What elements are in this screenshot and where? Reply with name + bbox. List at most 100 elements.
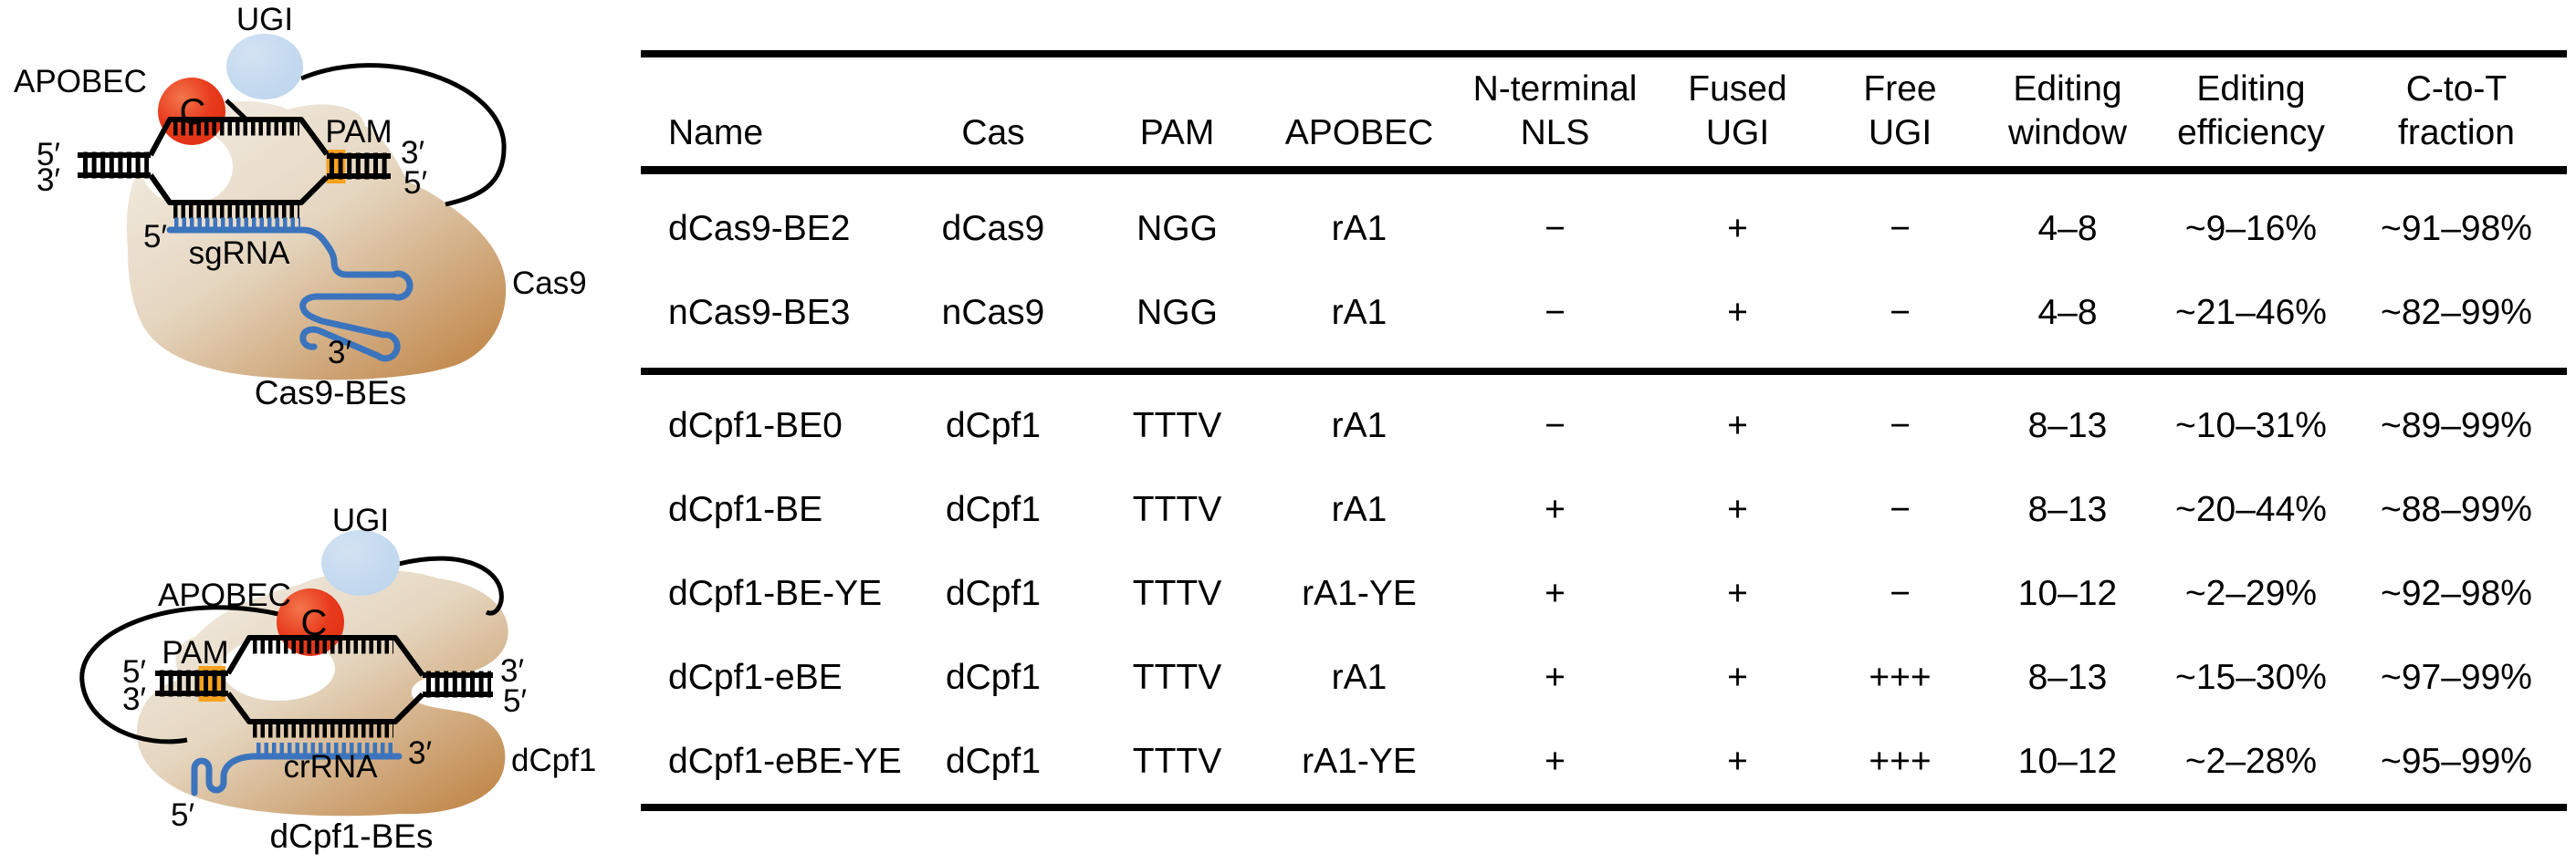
crrna-label: crRNA xyxy=(283,749,378,785)
pam-label: PAM xyxy=(162,635,228,671)
cell-apobec: rA1 xyxy=(1331,658,1387,697)
cell-nls: − xyxy=(1545,293,1565,332)
diagram-caption: dCpf1-BEs xyxy=(270,817,434,855)
table-header-row: Name Cas PAM APOBEC N-terminal NLS Fused… xyxy=(641,57,2567,166)
table-row: dCas9-BE2 dCas9 NGG rA1 − + − 4–8 ~9–16%… xyxy=(641,187,2567,271)
cas9-diagram: UGI APOBEC C PAM 5′ 3′ 3′ 5′ 5′ sgRNA 3′… xyxy=(14,2,587,411)
cell-fused-ugi: + xyxy=(1727,658,1748,697)
table-row: dCpf1-BE-YE dCpf1 TTTV rA1-YE + + − 10–1… xyxy=(641,552,2567,636)
cell-pam: TTTV xyxy=(1132,742,1222,781)
cell-free-ugi: − xyxy=(1890,490,1911,529)
cell-fused-ugi: + xyxy=(1727,742,1748,781)
diagram-panel: UGI APOBEC C PAM 5′ 3′ 3′ 5′ 5′ sgRNA 3′… xyxy=(14,2,596,855)
ugi-ellipse xyxy=(226,34,303,99)
cell-fraction: ~91–98% xyxy=(2381,209,2532,248)
column-header-apobec: APOBEC xyxy=(1262,57,1456,166)
column-header-efficiency: Editing efficiency xyxy=(2156,57,2346,166)
cell-apobec: rA1 xyxy=(1331,490,1387,529)
column-header-fraction: C-to-T fraction xyxy=(2346,57,2567,166)
dna-right-bottom-label: 5′ xyxy=(503,683,527,719)
cell-nls: + xyxy=(1545,574,1565,613)
cell-cas: dCas9 xyxy=(941,209,1045,248)
column-header-cas: Cas xyxy=(895,57,1092,166)
dna-left-top-label: 5′ xyxy=(37,137,60,172)
cell-fraction: ~97–99% xyxy=(2381,658,2532,697)
cytosine-label: C xyxy=(180,92,206,132)
cell-cas: dCpf1 xyxy=(945,742,1042,781)
apobec-label: APOBEC xyxy=(158,578,291,613)
column-header-pam: PAM xyxy=(1092,57,1262,166)
cell-free-ugi: +++ xyxy=(1869,742,1932,781)
sgrna-strand xyxy=(166,217,414,362)
column-header-line2: fraction xyxy=(2398,113,2515,152)
apobec-label: APOBEC xyxy=(14,64,147,99)
column-header-line2: UGI xyxy=(1868,113,1932,152)
cell-efficiency: ~15–30% xyxy=(2175,658,2327,697)
cell-free-ugi: − xyxy=(1890,209,1911,248)
column-header-line1: C-to-T xyxy=(2405,69,2508,109)
cell-cas: nCas9 xyxy=(941,293,1045,332)
column-header-line1: Editing xyxy=(2013,69,2122,109)
cell-name: dCas9-BE2 xyxy=(668,209,851,248)
cell-fraction: ~95–99% xyxy=(2381,742,2532,781)
table-rule-header xyxy=(641,166,2567,174)
column-header-line2: NLS xyxy=(1520,113,1590,152)
column-header-line2: PAM xyxy=(1139,113,1215,152)
cell-apobec: rA1 xyxy=(1331,209,1387,248)
cell-free-ugi: − xyxy=(1890,293,1911,332)
column-header-line1: Free xyxy=(1863,69,1937,109)
table-row: dCpf1-BE0 dCpf1 TTTV rA1 − + − 8–13 ~10–… xyxy=(641,384,2567,468)
table-row: dCpf1-BE dCpf1 TTTV rA1 + + − 8–13 ~20–4… xyxy=(641,468,2567,552)
cell-pam: NGG xyxy=(1136,209,1218,248)
dna-right-top-label: 3′ xyxy=(401,135,424,171)
cell-nls: + xyxy=(1545,490,1565,529)
cell-window: 10–12 xyxy=(2017,742,2118,781)
column-header-window: Editing window xyxy=(1979,57,2156,166)
cell-fraction: ~88–99% xyxy=(2381,490,2532,529)
table-rule-bottom xyxy=(641,804,2567,811)
table-group-cas9: dCas9-BE2 dCas9 NGG rA1 − + − 4–8 ~9–16%… xyxy=(641,174,2567,368)
cell-fraction: ~89–99% xyxy=(2381,406,2532,445)
dna-strands xyxy=(78,117,391,219)
cell-window: 8–13 xyxy=(2027,658,2108,697)
cell-fused-ugi: + xyxy=(1727,406,1748,445)
cell-fused-ugi: + xyxy=(1727,209,1748,248)
table-row: nCas9-BE3 nCas9 NGG rA1 − + − 4–8 ~21–46… xyxy=(641,271,2567,355)
cell-window: 8–13 xyxy=(2027,406,2108,445)
apobec-linker-curve xyxy=(79,605,279,744)
cell-pam: NGG xyxy=(1136,293,1218,332)
column-header-nls: N-terminal NLS xyxy=(1456,57,1654,166)
cell-name: nCas9-BE3 xyxy=(668,293,851,332)
cell-nls: + xyxy=(1545,742,1565,781)
cell-fraction: ~82–99% xyxy=(2381,293,2532,332)
table-rule-group-separator xyxy=(641,368,2567,375)
crrna-strand xyxy=(191,743,403,796)
cell-window: 10–12 xyxy=(2017,574,2118,613)
table-rule-top xyxy=(641,50,2567,57)
cell-nls: + xyxy=(1545,658,1565,697)
sgrna-five-prime-label: 5′ xyxy=(143,219,167,255)
column-header-free-ugi: Free UGI xyxy=(1821,57,1979,166)
crrna-three-prime-label: 3′ xyxy=(408,735,432,771)
column-header-line1: Editing xyxy=(2196,69,2306,109)
cell-name: dCpf1-eBE xyxy=(668,658,843,697)
cell-nls: − xyxy=(1545,209,1565,248)
dna-strands xyxy=(155,635,493,738)
table-row: dCpf1-eBE-YE dCpf1 TTTV rA1-YE + + +++ 1… xyxy=(641,720,2567,804)
sgrna-three-prime-label: 3′ xyxy=(328,335,351,370)
cell-efficiency: ~21–46% xyxy=(2175,293,2327,332)
dna-right-top-label: 3′ xyxy=(500,653,524,689)
column-header-line2: window xyxy=(2007,113,2128,152)
ugi-linker-curve xyxy=(300,63,507,207)
column-header-line1: Fused xyxy=(1688,69,1787,109)
column-header-line2: Cas xyxy=(961,113,1025,152)
cell-apobec: rA1 xyxy=(1331,406,1387,445)
column-header-line1: N-terminal xyxy=(1472,69,1638,109)
cell-pam: TTTV xyxy=(1132,406,1222,445)
ugi-ellipse xyxy=(321,530,400,596)
cell-window: 4–8 xyxy=(2037,209,2098,248)
cell-free-ugi: +++ xyxy=(1869,658,1932,697)
cell-cas: dCpf1 xyxy=(945,658,1042,697)
cell-cas: dCpf1 xyxy=(945,490,1042,529)
ugi-label: UGI xyxy=(332,503,389,538)
